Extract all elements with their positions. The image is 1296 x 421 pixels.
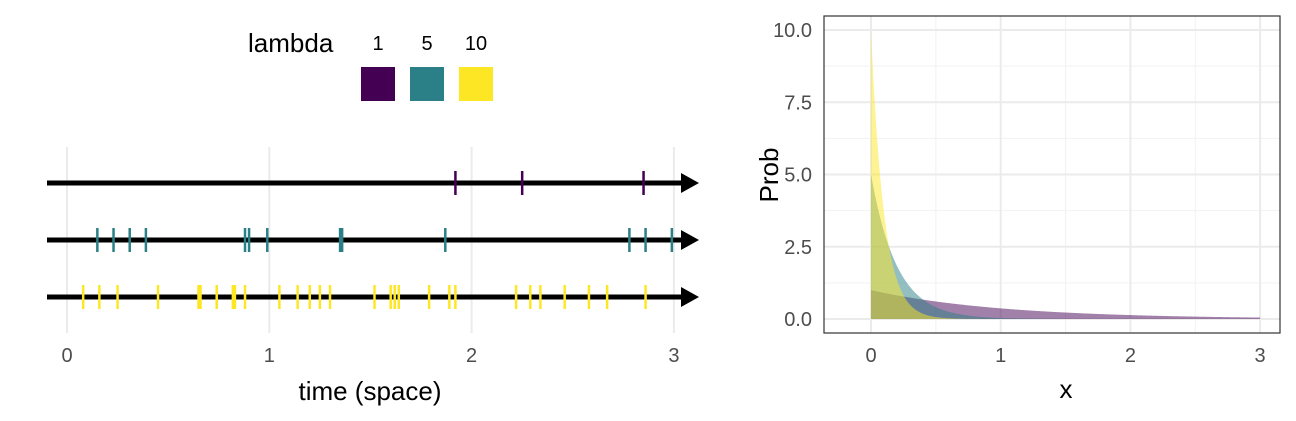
timeline-events: [81, 171, 674, 309]
timeline-arrow-head: [681, 287, 699, 307]
legend-label: 5: [421, 33, 432, 55]
density-area: [871, 290, 1261, 319]
timeline-arrow-head: [681, 230, 699, 250]
density-y-ticks: 0.0 2.5 5.0 7.5 10.0: [773, 20, 812, 331]
density-panel: 0 1 2 3 0.0 2.5 5.0 7.5 10.0 x Prob: [754, 15, 1281, 404]
legend-key: [361, 67, 395, 101]
timeline-x-axis-title: time (space): [298, 376, 441, 406]
legend-items: 1 5 10: [361, 33, 493, 101]
density-y-tick-label: 2.5: [784, 237, 812, 259]
density-y-tick-label: 7.5: [784, 92, 812, 114]
timeline-axes: [47, 173, 699, 307]
legend-label: 1: [372, 33, 383, 55]
legend: lambda 1 5 10: [248, 28, 493, 101]
density-panel-border: [823, 15, 1281, 334]
density-x-axis-title: x: [1060, 374, 1073, 404]
density-areas: [871, 30, 1261, 319]
legend-key: [459, 67, 493, 101]
density-area: [871, 174, 1261, 319]
timeline-x-ticks: 0 1 2 3: [61, 345, 679, 367]
timeline-x-tick-label: 1: [264, 345, 275, 367]
timeline-x-tick-label: 0: [61, 345, 72, 367]
density-gridlines: [824, 16, 1280, 333]
timeline-x-tick-label: 2: [466, 345, 477, 367]
density-x-tick-label: 2: [1125, 345, 1136, 367]
density-x-tick-label: 1: [995, 345, 1006, 367]
density-y-tick-label: 0.0: [784, 309, 812, 331]
legend-label: 10: [465, 33, 487, 55]
density-x-ticks: 0 1 2 3: [865, 345, 1265, 367]
density-y-tick-label: 5.0: [784, 165, 812, 187]
timeline-panel: 0 1 2 3 time (space): [47, 147, 699, 406]
legend-title: lambda: [248, 28, 334, 58]
timeline-x-tick-label: 3: [668, 345, 679, 367]
legend-key: [410, 67, 444, 101]
timeline-arrow-head: [681, 173, 699, 193]
density-x-tick-label: 0: [865, 345, 876, 367]
density-x-tick-label: 3: [1255, 345, 1266, 367]
density-y-tick-label: 10.0: [773, 20, 812, 42]
density-y-axis-title: Prob: [754, 148, 784, 203]
